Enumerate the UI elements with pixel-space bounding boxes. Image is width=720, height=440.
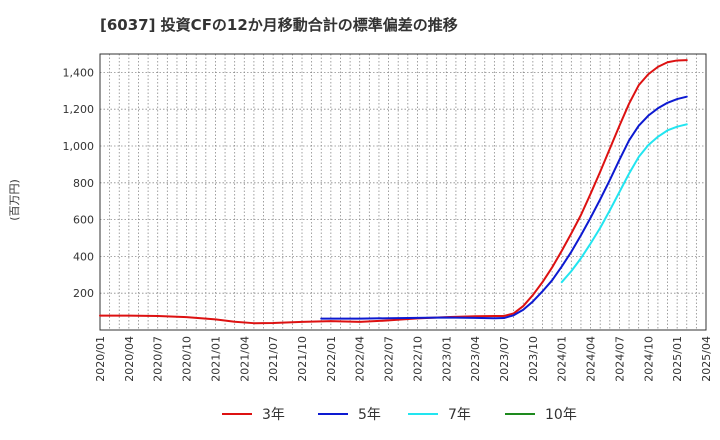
series-line xyxy=(320,95,688,320)
x-tick-label: 2023/10 xyxy=(527,336,540,382)
y-tick-label: 1,200 xyxy=(63,103,95,116)
x-tick-label: 2023/07 xyxy=(498,336,511,382)
x-tick-label: 2020/04 xyxy=(123,336,136,382)
x-tick-label: 2022/01 xyxy=(325,336,338,382)
plot-border xyxy=(99,53,707,331)
y-tick-label: 1,400 xyxy=(63,66,95,79)
y-tick-label: 400 xyxy=(73,250,94,263)
y-tick-label: 800 xyxy=(73,177,94,190)
x-tick-label: 2022/10 xyxy=(411,336,424,382)
x-tick-label: 2020/07 xyxy=(152,336,165,382)
legend-label: 7年 xyxy=(448,407,471,423)
x-tick-label: 2021/04 xyxy=(238,336,251,382)
x-tick-label: 2023/04 xyxy=(469,336,482,382)
x-tick-label: 2025/01 xyxy=(671,336,684,382)
series-line xyxy=(560,123,688,284)
x-tick-label: 2024/04 xyxy=(585,336,598,382)
legend-label: 5年 xyxy=(358,407,381,423)
y-tick-label: 600 xyxy=(73,214,94,227)
series-lines xyxy=(99,59,688,325)
y-tick-label: 200 xyxy=(73,287,94,300)
grid xyxy=(100,54,706,330)
legend-label: 10年 xyxy=(545,407,577,423)
x-tick-label: 2022/04 xyxy=(354,336,367,382)
x-tick-label: 2023/01 xyxy=(440,336,453,382)
x-tick-label: 2021/01 xyxy=(209,336,222,382)
y-axis: 200 400 600 800 1,000 1,200 1,400 xyxy=(63,66,95,300)
x-tick-label: 2025/04 xyxy=(700,336,713,382)
x-tick-label: 2024/01 xyxy=(556,336,569,382)
page-title: [6037] 投資CFの12か月移動合計の標準偏差の推移 xyxy=(100,16,458,34)
x-tick-label: 2020/10 xyxy=(181,336,194,382)
x-tick-label: 2024/10 xyxy=(642,336,655,382)
x-tick-label: 2024/07 xyxy=(613,336,626,382)
x-tick-label: 2021/10 xyxy=(296,336,309,382)
x-axis: 2020/01 2020/04 2020/07 2020/10 2021/01 2021/… xyxy=(94,336,713,382)
y-axis-label: (百万円) xyxy=(8,179,21,221)
y-tick-label: 1,000 xyxy=(63,140,95,153)
x-tick-label: 2021/07 xyxy=(267,336,280,382)
x-tick-label: 2020/01 xyxy=(94,336,107,382)
legend-label: 3年 xyxy=(262,407,285,423)
legend: 3年 5年 7年 10年 xyxy=(222,407,577,423)
plot-area xyxy=(100,54,706,330)
series-line xyxy=(99,59,688,325)
x-tick-label: 2022/07 xyxy=(383,336,396,382)
